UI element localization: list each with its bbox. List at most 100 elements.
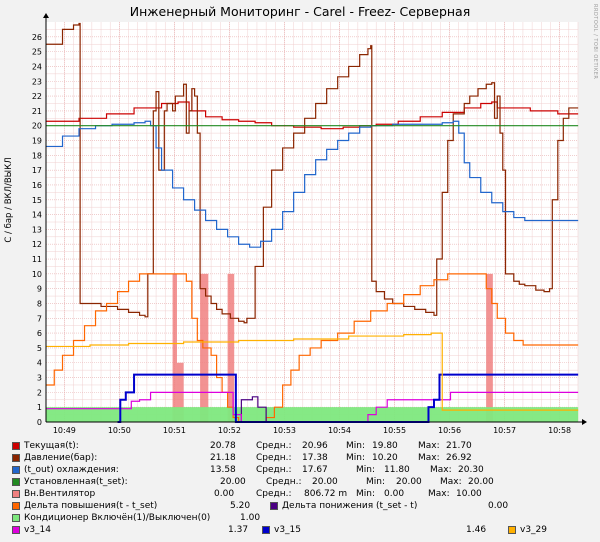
y-tick-label: 2 [37,388,42,397]
legend-label: v3_14 [24,525,52,535]
y-tick-label: 22 [32,92,42,101]
legend-avg-label: Средн.: [256,441,292,451]
legend-label: Давление(бар): [24,453,98,463]
legend-row-tset: Установленная(t_set): 20.00 Средн.: 20.0… [0,476,600,488]
legend-swatch [12,514,20,522]
legend-row-ac: Кондиционер Включён(1)/Выключен(0) 1.00 [0,512,600,524]
legend-label: Установленная(t_set): [24,477,128,487]
y-tick-label: 8 [37,299,42,308]
legend-avg: 17.38 [302,453,328,463]
legend-swatch [12,454,20,462]
legend-min: 20.00 [396,477,422,487]
legend-row-fan: Вн.Вентилятор 0.00 Средн.: 806.72 m Min:… [0,488,600,500]
y-tick-label: 1 [37,403,42,412]
legend-avg: 20.00 [312,477,338,487]
y-tick-label: 17 [32,166,42,175]
y-tick-label: 9 [37,285,42,294]
series-v3-29-line [46,332,579,411]
legend-current: 1.46 [466,525,487,535]
x-tick-label: 10:51 [163,426,186,435]
x-axis-arrow [582,419,587,425]
x-tick-label: 10:55 [383,426,406,435]
legend-max: 20.00 [468,477,494,487]
series-кондиционер-включён-1-выключен-0-area [46,407,579,422]
legend-label: Дельта понижения (t_set - t) [282,501,418,511]
x-tick-label: 10:56 [438,426,461,435]
legend-min-label: Min: [356,465,376,475]
legend-current: 1.37 [228,525,249,535]
legend-current: 0.00 [488,501,509,511]
rrdtool-watermark: RRDTOOL / TOBI OETIKER [592,4,598,80]
x-tick-label: 10:58 [548,426,571,435]
y-tick-label: 26 [32,33,42,42]
legend-row-current-temp: Текущая(t): 20.78 Средн.: 20.96 Min: 19.… [0,440,600,452]
legend-swatch [270,502,278,510]
legend-max-label: Max: [418,441,440,451]
legend-min-label: Min: [366,477,386,487]
legend-max: 26.92 [446,453,472,463]
y-tick-label: 25 [32,48,42,57]
series-давление-бар-line [46,22,579,324]
legend-swatch [12,490,20,498]
legend-label: Кондиционер Включён(1)/Выключен(0) [24,513,211,523]
y-tick-label: 19 [32,137,42,146]
legend-min-label: Min: [346,453,366,463]
y-tick-label: 12 [32,240,42,249]
legend-min: 10.20 [372,453,398,463]
legend-label: Вн.Вентилятор [24,489,96,499]
legend-current: 21.18 [210,453,236,463]
legend-swatch [12,478,20,486]
legend-min-label: Min: [356,489,376,499]
legend-row-pressure: Давление(бар): 21.18 Средн.: 17.38 Min: … [0,452,600,464]
legend-avg-label: Средн.: [256,453,292,463]
y-tick-label: 15 [32,196,42,205]
x-tick-label: 10:49 [53,426,76,435]
y-tick-label: 7 [37,314,42,323]
y-tick-label: 18 [32,151,42,160]
legend-avg-label: Средн.: [266,477,302,487]
legend-label: v3_15 [274,525,302,535]
y-tick-label: 11 [32,255,42,264]
y-axis-arrow [43,13,49,18]
series-t-out-охлаждения-line [46,120,579,248]
series-вн-вентилятор-bar [486,273,493,422]
legend-max: 20.30 [458,465,484,475]
y-tick-label: 3 [37,374,42,383]
chart-title: Инженерный Мониторинг - Carel - Freez- С… [129,4,471,19]
y-tick-label: 6 [37,329,42,338]
legend-label: (t_out) охлаждения: [24,465,119,475]
y-tick-label: 16 [32,181,42,190]
x-tick-label: 10:50 [108,426,131,435]
legend-row-v3: v3_14 1.37 v3_15 1.46 v3_29 [0,524,600,536]
legend-max-label: Max: [430,465,452,475]
legend-current: 13.58 [210,465,236,475]
x-tick-label: 10:54 [328,426,351,435]
legend-max-label: Max: [428,489,450,499]
legend-max: 10.00 [456,489,482,499]
legend: Текущая(t): 20.78 Средн.: 20.96 Min: 19.… [0,438,600,542]
legend-min: 0.00 [384,489,405,499]
x-tick-label: 10:53 [273,426,296,435]
legend-max: 21.70 [446,441,472,451]
legend-max-label: Max: [418,453,440,463]
y-tick-label: 0 [37,418,42,427]
series-вн-вентилятор-bar [227,273,235,422]
y-tick-label: 13 [32,225,42,234]
legend-current: 0.00 [214,489,235,499]
y-tick-label: 14 [32,211,42,220]
legend-swatch [12,442,20,450]
legend-swatch [12,502,20,510]
legend-avg: 17.67 [302,465,328,475]
legend-swatch [12,526,20,534]
x-tick-label: 10:57 [493,426,516,435]
y-tick-label: 23 [32,77,42,86]
series-v3-15-line [117,373,579,423]
legend-row-delta: Дельта повышения(t - t_set) 5.20 Дельта … [0,500,600,512]
legend-label: Текущая(t): [24,441,79,451]
legend-row-tout: (t_out) охлаждения: 13.58 Средн.: 17.67 … [0,464,600,476]
legend-avg-label: Средн.: [256,489,292,499]
x-tick-label: 10:52 [218,426,241,435]
legend-max-label: Max: [440,477,462,487]
legend-avg: 806.72 m [304,489,348,499]
